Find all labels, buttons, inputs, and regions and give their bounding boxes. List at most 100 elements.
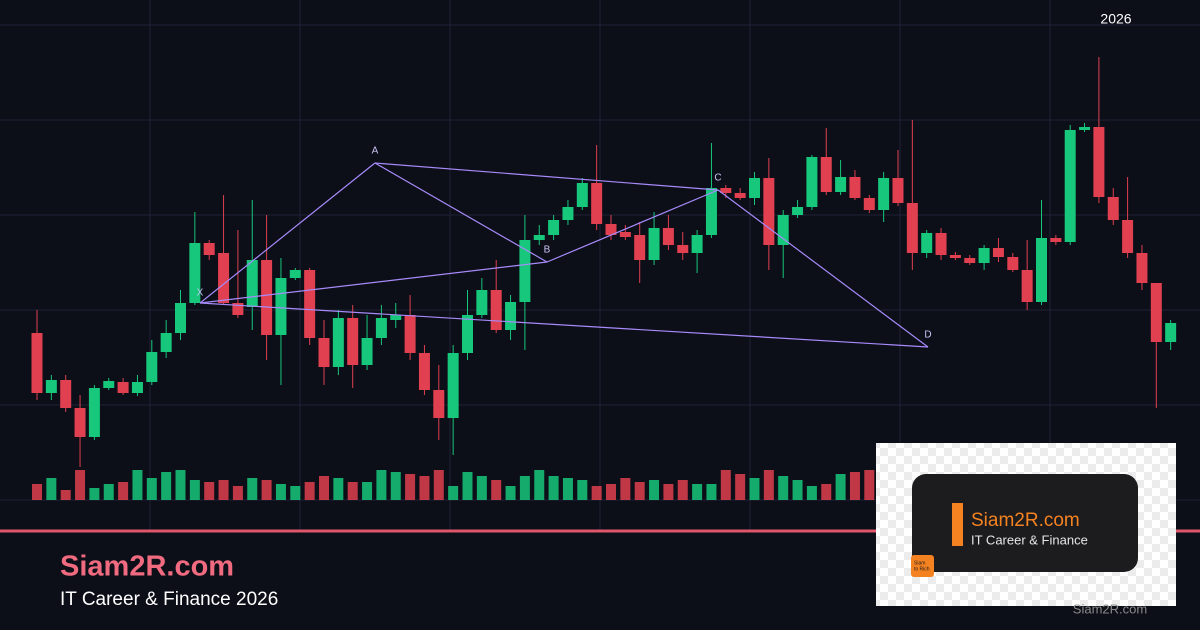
- candle-body: [906, 203, 918, 253]
- candle-body: [949, 255, 961, 258]
- candle-body: [792, 207, 804, 215]
- candle-body: [60, 380, 72, 408]
- volume-bar: [720, 470, 731, 500]
- volume-bar: [763, 470, 774, 500]
- card-icon-text: Siam: [914, 560, 925, 566]
- volume-bar: [132, 470, 143, 500]
- candle-body: [131, 382, 143, 393]
- pattern-line: [374, 162, 719, 191]
- candle-body: [246, 260, 258, 307]
- candle-body: [203, 243, 215, 255]
- candle-body: [878, 178, 890, 210]
- candle-body: [1064, 130, 1076, 242]
- volume-bar: [46, 478, 57, 500]
- candle-body: [289, 270, 301, 278]
- candle-body: [1050, 238, 1062, 242]
- candle-body: [218, 253, 230, 303]
- candle-body: [1107, 197, 1119, 220]
- candle-body: [146, 352, 158, 382]
- candle-body: [605, 224, 617, 235]
- candle-body: [749, 178, 760, 198]
- volume-bar: [247, 478, 258, 500]
- candle-body: [304, 270, 316, 338]
- candle-body: [662, 228, 674, 245]
- card: [912, 474, 1138, 572]
- volume-bar: [146, 478, 157, 500]
- volume-bar: [290, 486, 301, 500]
- card-tagline: IT Career & Finance: [971, 532, 1088, 547]
- volume-bar: [304, 482, 315, 500]
- pattern-line: [199, 261, 548, 304]
- candle-body: [548, 220, 560, 235]
- volume-bar: [405, 474, 416, 500]
- candle-body: [318, 338, 330, 367]
- volume-bar: [835, 474, 846, 500]
- candle-body: [533, 235, 545, 240]
- volume-bar: [735, 474, 746, 500]
- candle-body: [31, 333, 43, 393]
- volume-bar: [232, 486, 243, 500]
- volume-bar: [319, 476, 329, 500]
- volume-bar: [591, 486, 602, 500]
- volume-bar: [792, 480, 803, 500]
- volume-bar: [376, 470, 387, 500]
- candle-body: [1021, 270, 1033, 302]
- candle-body: [390, 315, 402, 320]
- brand-tagline: IT Career & Finance 2026: [60, 589, 278, 610]
- candle-body: [1122, 220, 1134, 253]
- candle-body: [849, 177, 861, 198]
- candle-body: [117, 382, 129, 393]
- volume-bar: [118, 482, 129, 500]
- volume-bar: [562, 478, 573, 500]
- pattern-line: [717, 189, 929, 348]
- volume-bar: [103, 484, 114, 500]
- volume-bar: [577, 480, 588, 500]
- volume-bar: [620, 478, 631, 500]
- volume-bar: [778, 476, 789, 500]
- volume-bar: [419, 476, 430, 500]
- candle-body: [591, 183, 603, 224]
- pattern-label: A: [372, 146, 379, 157]
- volume-bar: [821, 484, 832, 500]
- candle-body: [648, 228, 660, 260]
- candle-body: [763, 178, 775, 245]
- candle-body: [404, 315, 416, 353]
- pattern-line: [546, 189, 719, 263]
- candle-body: [433, 390, 445, 418]
- candle-body: [88, 388, 100, 437]
- volume-bar: [204, 482, 215, 500]
- candle-body: [103, 381, 115, 388]
- card-accent: [952, 503, 963, 546]
- candle-body: [992, 248, 1004, 257]
- candle-body: [576, 183, 588, 207]
- candle-body: [418, 353, 430, 390]
- brand-name: Siam2R.com: [60, 551, 234, 583]
- pattern-label: D: [924, 330, 931, 341]
- candle-body: [562, 207, 574, 220]
- candle-body: [619, 232, 631, 237]
- candle-body: [490, 290, 502, 330]
- volume-bar: [505, 486, 516, 500]
- volume-bar: [806, 486, 817, 500]
- watermark: Siam2R.com: [1073, 601, 1147, 616]
- candle-body: [677, 245, 689, 253]
- candle-body: [720, 188, 732, 193]
- candle-body: [863, 198, 875, 210]
- volume-bar: [175, 470, 186, 500]
- candle-body: [476, 290, 488, 315]
- candle-body: [347, 318, 359, 365]
- volume-bar: [606, 484, 616, 500]
- card-name: Siam2R.com: [971, 510, 1080, 531]
- candle-body: [462, 315, 473, 353]
- candle-body: [705, 188, 717, 235]
- candle-body: [935, 233, 947, 255]
- candle-body: [806, 157, 818, 207]
- volume-bar: [519, 476, 530, 500]
- volume-bar: [849, 472, 860, 500]
- candle-body: [160, 333, 172, 352]
- pattern-line: [199, 162, 376, 304]
- candle-body: [261, 260, 273, 335]
- candle-body: [1150, 283, 1162, 342]
- volume-bar: [706, 484, 717, 500]
